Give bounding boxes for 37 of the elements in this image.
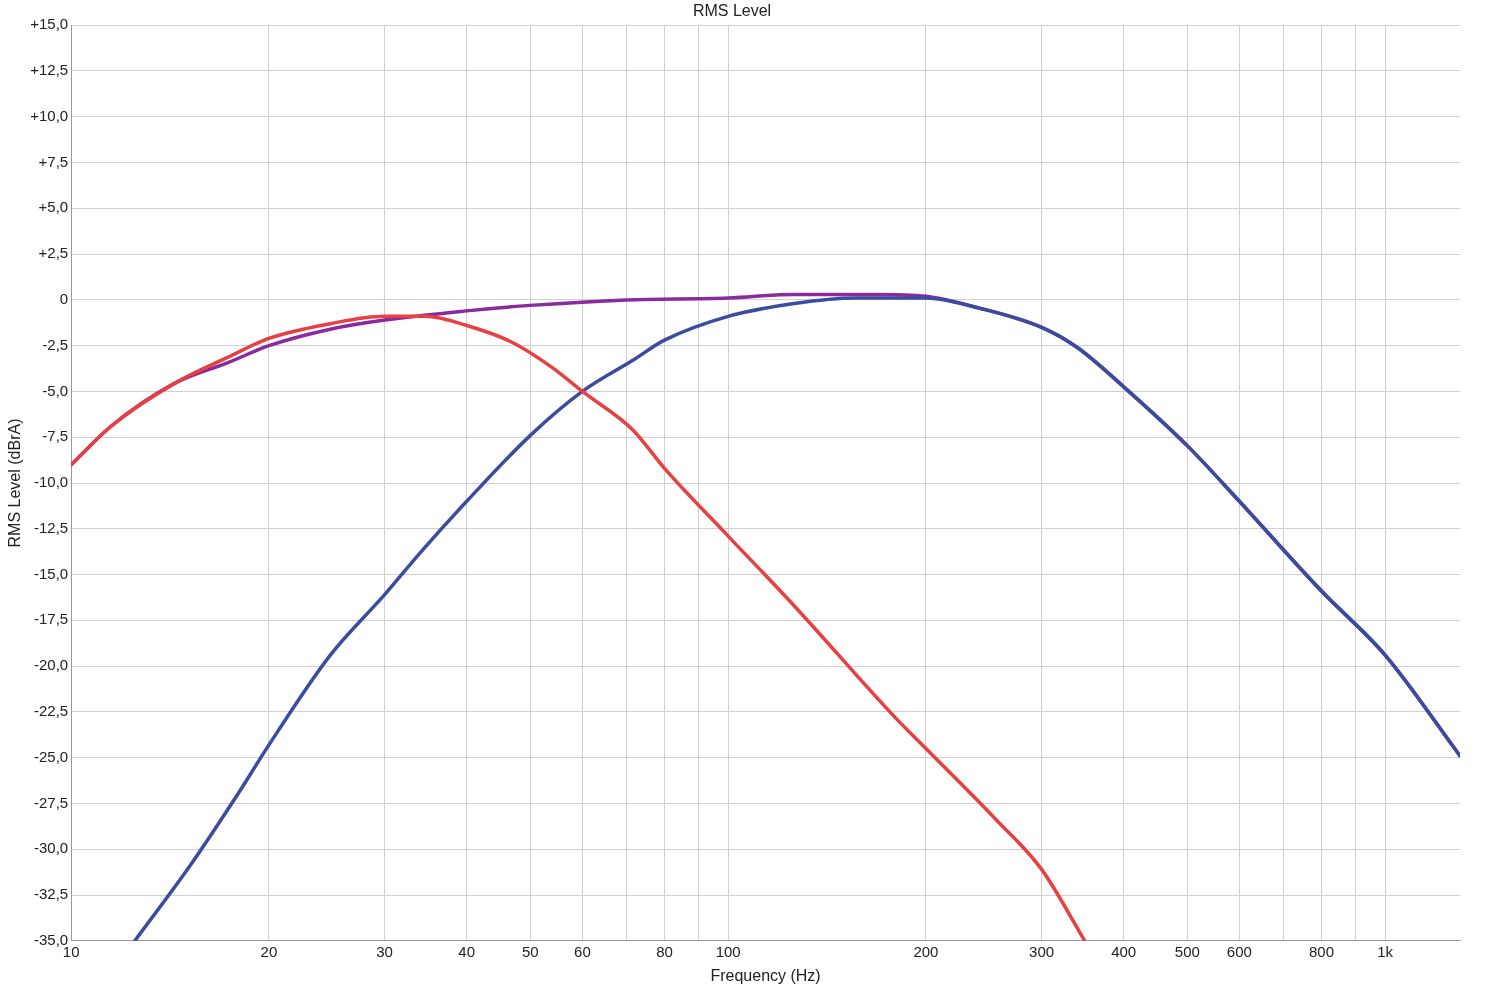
y-tick-label: 0 [59, 290, 69, 308]
y-tick-label: +7,5 [38, 152, 69, 170]
y-tick-label: +5,0 [38, 198, 69, 216]
y-tick-label: -27,5 [33, 793, 69, 811]
x-tick-label: 800 [1308, 942, 1334, 960]
y-tick-label: -25,0 [33, 747, 69, 765]
x-tick-label: 20 [260, 942, 278, 960]
x-tick-label: 40 [458, 942, 476, 960]
y-tick-label: -32,5 [33, 885, 69, 903]
y-tick-label: -12,5 [33, 518, 69, 536]
y-axis-title: RMS Level (dBrA) [6, 418, 24, 548]
x-tick-label: 600 [1226, 942, 1252, 960]
x-tick-label: 400 [1111, 942, 1137, 960]
y-tick-label: -15,0 [33, 564, 69, 582]
x-tick-label: 200 [913, 942, 939, 960]
y-tick-label: -20,0 [33, 656, 69, 674]
y-tick-label: -7,5 [42, 427, 69, 445]
y-tick-label: -5,0 [42, 381, 69, 399]
x-tick-label: 500 [1174, 942, 1200, 960]
y-tick-label: +12,5 [30, 61, 69, 79]
y-tick-label: -10,0 [33, 473, 69, 491]
y-tick-label: -2,5 [42, 335, 69, 353]
x-axis-title: Frequency (Hz) [710, 966, 821, 984]
x-tick-label: 1k [1377, 942, 1394, 960]
x-tick-label: 100 [715, 942, 741, 960]
x-tick-label: 60 [574, 942, 591, 960]
x-tick-label: 80 [656, 942, 673, 960]
y-tick-label: -22,5 [33, 702, 69, 720]
y-tick-label: +10,0 [30, 106, 69, 124]
chart-title: RMS Level [692, 2, 772, 20]
x-tick-label: 30 [376, 942, 393, 960]
y-tick-label: -17,5 [33, 610, 69, 628]
y-tick-label: +2,5 [38, 244, 69, 262]
y-tick-label: -30,0 [33, 839, 69, 857]
x-tick-label: 300 [1029, 942, 1055, 960]
y-tick-label: +15,0 [30, 15, 69, 33]
x-tick-label: 50 [522, 942, 539, 960]
